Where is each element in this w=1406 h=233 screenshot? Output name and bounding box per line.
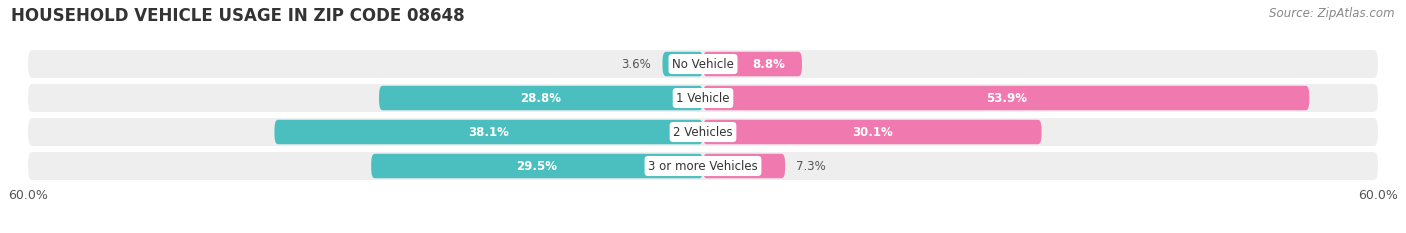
FancyBboxPatch shape xyxy=(28,84,1378,112)
Text: 38.1%: 38.1% xyxy=(468,126,509,138)
Text: 30.1%: 30.1% xyxy=(852,126,893,138)
FancyBboxPatch shape xyxy=(662,52,703,76)
Text: 8.8%: 8.8% xyxy=(752,58,785,71)
Text: 1 Vehicle: 1 Vehicle xyxy=(676,92,730,105)
Text: No Vehicle: No Vehicle xyxy=(672,58,734,71)
FancyBboxPatch shape xyxy=(28,152,1378,180)
FancyBboxPatch shape xyxy=(703,154,785,178)
Text: 2 Vehicles: 2 Vehicles xyxy=(673,126,733,138)
FancyBboxPatch shape xyxy=(703,52,801,76)
FancyBboxPatch shape xyxy=(28,118,1378,146)
Text: 29.5%: 29.5% xyxy=(516,160,558,172)
FancyBboxPatch shape xyxy=(703,120,1042,144)
Text: Source: ZipAtlas.com: Source: ZipAtlas.com xyxy=(1270,7,1395,20)
FancyBboxPatch shape xyxy=(703,86,1309,110)
FancyBboxPatch shape xyxy=(380,86,703,110)
FancyBboxPatch shape xyxy=(274,120,703,144)
FancyBboxPatch shape xyxy=(28,50,1378,78)
Text: 28.8%: 28.8% xyxy=(520,92,561,105)
Text: HOUSEHOLD VEHICLE USAGE IN ZIP CODE 08648: HOUSEHOLD VEHICLE USAGE IN ZIP CODE 0864… xyxy=(11,7,465,25)
Text: 53.9%: 53.9% xyxy=(986,92,1026,105)
FancyBboxPatch shape xyxy=(371,154,703,178)
Text: 7.3%: 7.3% xyxy=(796,160,827,172)
Text: 3 or more Vehicles: 3 or more Vehicles xyxy=(648,160,758,172)
Text: 3.6%: 3.6% xyxy=(621,58,651,71)
